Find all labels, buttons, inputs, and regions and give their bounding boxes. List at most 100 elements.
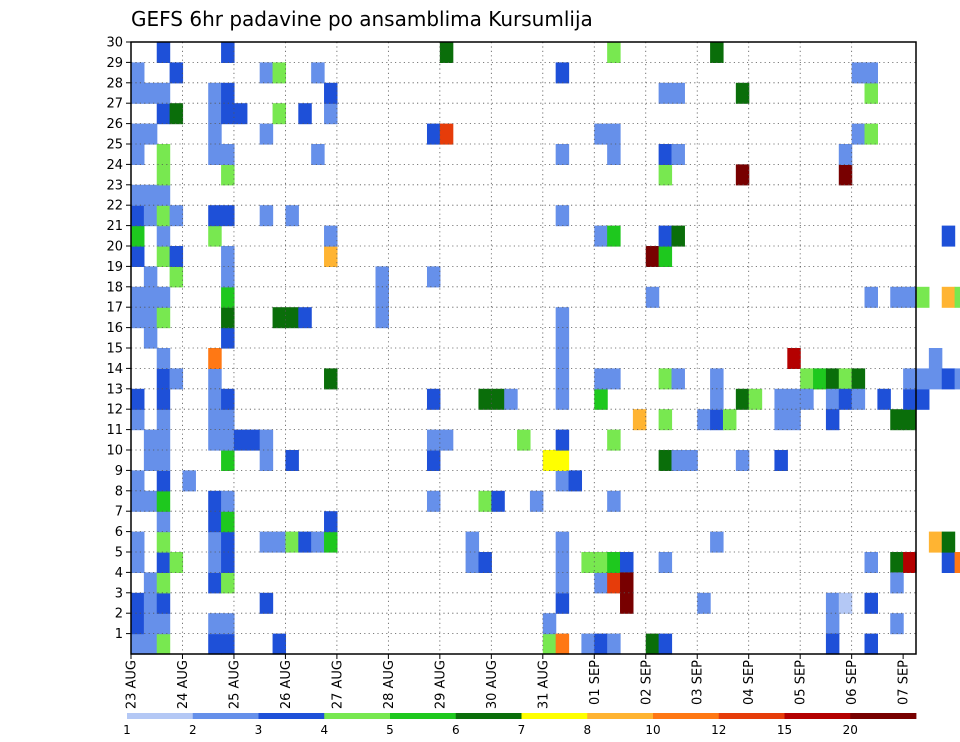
heatmap-cell xyxy=(491,388,505,410)
heatmap-cell xyxy=(221,531,235,553)
heatmap-cell xyxy=(272,103,287,125)
heatmap-cell xyxy=(426,388,441,410)
heatmap-cell xyxy=(671,450,685,471)
heatmap-cell xyxy=(864,123,878,145)
heatmap-cell xyxy=(298,103,312,125)
y-tick-label: 23 xyxy=(106,178,123,193)
x-tick-label: 04 SEP xyxy=(742,660,757,705)
heatmap-cell xyxy=(311,144,325,165)
heatmap-cell xyxy=(645,286,660,308)
heatmap-cell xyxy=(890,552,904,573)
heatmap-cell xyxy=(324,103,338,125)
heatmap-cell xyxy=(272,62,287,84)
x-tick-label: 26 AUG xyxy=(279,660,294,709)
heatmap-cell xyxy=(890,613,904,635)
heatmap-cell xyxy=(787,348,801,369)
heatmap-cell xyxy=(221,511,235,533)
heatmap-cell xyxy=(787,409,801,431)
heatmap-cell xyxy=(156,552,171,573)
heatmap-cell xyxy=(594,225,608,247)
heatmap-cell xyxy=(156,368,171,390)
heatmap-cell xyxy=(800,368,814,390)
heatmap-cell xyxy=(632,409,647,431)
heatmap-cell xyxy=(156,225,171,247)
heatmap-cell xyxy=(838,592,853,614)
y-tick-label: 27 xyxy=(106,97,123,112)
heatmap-cell xyxy=(851,368,866,390)
heatmap-cell xyxy=(825,368,840,390)
heatmap-cell xyxy=(555,144,570,165)
heatmap-cell xyxy=(169,103,184,125)
heatmap-cell xyxy=(221,613,235,635)
heatmap-cell xyxy=(620,552,634,573)
heatmap-cell xyxy=(324,82,338,104)
x-tick-label: 27 AUG xyxy=(330,660,345,709)
heatmap-cell xyxy=(607,552,621,573)
x-tick-label: 06 SEP xyxy=(845,660,860,705)
y-tick-label: 18 xyxy=(106,280,123,295)
y-tick-label: 15 xyxy=(106,342,123,357)
heatmap-cell xyxy=(825,409,840,431)
heatmap-cell xyxy=(645,633,660,655)
colorbar-label: 5 xyxy=(386,723,394,737)
heatmap-cell xyxy=(697,592,711,614)
heatmap-cell xyxy=(233,103,248,125)
heatmap-cell xyxy=(658,450,673,471)
heatmap-cell xyxy=(131,82,145,104)
heatmap-cell xyxy=(607,633,621,655)
heatmap-cell xyxy=(941,552,956,573)
x-tick-label: 28 AUG xyxy=(382,660,397,709)
heatmap-cell xyxy=(710,388,724,410)
heatmap-cell xyxy=(954,286,960,308)
heatmap-cell xyxy=(426,123,441,145)
heatmap-cell xyxy=(620,592,634,614)
heatmap-cell xyxy=(156,42,171,63)
heatmap-cell xyxy=(143,572,158,594)
heatmap-cell xyxy=(208,205,222,227)
heatmap-cell xyxy=(594,388,608,410)
heatmap-cell xyxy=(272,633,287,655)
heatmap-cell xyxy=(722,409,737,431)
heatmap-cell xyxy=(143,327,158,349)
x-tick-label: 23 AUG xyxy=(125,660,140,709)
heatmap-cell xyxy=(864,552,878,573)
heatmap-cell xyxy=(426,450,441,471)
heatmap-cell xyxy=(658,409,673,431)
heatmap-cell xyxy=(903,409,917,431)
heatmap-cell xyxy=(131,613,145,635)
heatmap-cell xyxy=(131,286,145,308)
y-tick-label: 21 xyxy=(106,219,123,234)
y-tick-label: 26 xyxy=(106,117,123,132)
heatmap-cell xyxy=(658,246,673,267)
heatmap-cell xyxy=(143,307,158,329)
heatmap-cell xyxy=(787,388,801,410)
heatmap-cell xyxy=(825,633,840,655)
heatmap-cell xyxy=(375,307,389,329)
heatmap-cell xyxy=(555,531,570,553)
heatmap-cell xyxy=(131,307,145,329)
y-tick-label: 12 xyxy=(106,403,123,418)
colorbar-swatch xyxy=(718,713,785,719)
heatmap-cell xyxy=(710,368,724,390)
heatmap-cell xyxy=(324,368,338,390)
heatmap-cell xyxy=(555,307,570,329)
heatmap-cell xyxy=(607,572,621,594)
colorbar-label: 2 xyxy=(189,723,197,737)
x-tick-label: 02 SEP xyxy=(639,660,654,705)
heatmap-cell xyxy=(324,246,338,267)
heatmap-cell xyxy=(208,613,222,635)
y-tick-label: 24 xyxy=(106,158,123,173)
heatmap-cell xyxy=(208,144,222,165)
heatmap-cell xyxy=(208,511,222,533)
heatmap-cell xyxy=(143,613,158,635)
heatmap-cell xyxy=(658,368,673,390)
heatmap-cell xyxy=(542,633,557,655)
heatmap-cell xyxy=(221,266,235,288)
heatmap-cells xyxy=(131,42,960,655)
heatmap-cell xyxy=(221,409,235,431)
x-tick-label: 01 SEP xyxy=(588,660,603,705)
heatmap-cell xyxy=(800,388,814,410)
heatmap-cell xyxy=(156,82,171,104)
heatmap-cell xyxy=(607,123,621,145)
heatmap-cell xyxy=(838,388,853,410)
